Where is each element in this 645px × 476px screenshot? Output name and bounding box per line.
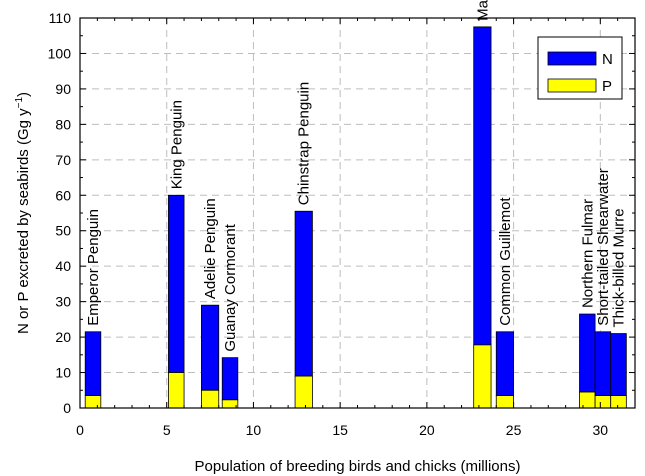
x-tick-label: 0 — [76, 422, 84, 438]
x-tick-label: 10 — [246, 422, 262, 438]
bars — [84, 26, 627, 409]
bar-n-segment — [168, 194, 185, 373]
bar-label: Thick-billed Murre — [611, 208, 628, 327]
bar-p-segment — [168, 372, 185, 409]
x-tick-label: 15 — [332, 422, 348, 438]
y-tick-label: 80 — [55, 116, 71, 132]
y-tick-label: 90 — [55, 81, 71, 97]
legend: N P — [537, 36, 623, 100]
bar-label: Emperor Penguin — [85, 209, 102, 326]
bar-p-segment — [495, 395, 514, 409]
y-tick-label: 10 — [55, 365, 71, 381]
axis-ticks: 0 5 10 15 20 25 30 0 10 20 30 40 50 60 70 80 90 100 110 — [48, 10, 635, 438]
bar-p-segment — [201, 389, 220, 409]
y-tick-label: 30 — [55, 294, 71, 310]
bar-n-segment — [201, 304, 220, 391]
y-tick-label: 40 — [55, 258, 71, 274]
bar-labels: Emperor Penguin King Penguin Adelie Pengui… — [85, 0, 628, 352]
bar-label: Macaroni Penguin — [474, 0, 491, 21]
bar-p-segment — [594, 395, 612, 409]
x-tick-label: 25 — [506, 422, 522, 438]
bar-p-segment — [579, 391, 596, 409]
y-axis-title-superscript: −1 — [14, 97, 25, 109]
bar-label: Adelie Penguin — [202, 198, 219, 299]
bar-n-segment — [84, 331, 102, 396]
x-tick-label: 20 — [419, 422, 435, 438]
bar-p-segment — [84, 395, 102, 409]
legend-label-n: N — [602, 51, 613, 68]
y-tick-label: 20 — [55, 329, 71, 345]
bar-n-segment — [610, 333, 627, 396]
bar-p-segment — [610, 395, 627, 409]
y-tick-label: 0 — [63, 400, 71, 416]
bar-n-segment — [221, 357, 239, 401]
y-axis-title-main: N or P excreted by seabirds (Gg y — [15, 108, 32, 334]
y-tick-label: 100 — [48, 45, 72, 61]
legend-swatch-p — [547, 78, 597, 93]
legend-swatch-n — [547, 51, 597, 66]
bar-label: Guanay Cormorant — [222, 223, 239, 351]
y-tick-label: 50 — [55, 223, 71, 239]
y-tick-label: 60 — [55, 187, 71, 203]
bar-n-segment — [594, 331, 612, 396]
bar-n-segment — [495, 331, 514, 396]
x-axis-title: Population of breeding birds and chicks … — [194, 458, 520, 475]
bar-n-segment — [473, 26, 492, 346]
bar-label: Northern Fulmar — [579, 199, 596, 308]
bar-n-segment — [579, 313, 596, 393]
bar-p-segment — [294, 375, 313, 409]
x-tick-label: 30 — [593, 422, 609, 438]
bar-p-segment — [473, 344, 492, 409]
bar-label: King Penguin — [168, 100, 185, 189]
bar-label: Chinstrap Penguin — [296, 82, 313, 205]
x-tick-label: 5 — [163, 422, 171, 438]
y-tick-label: 110 — [49, 10, 72, 26]
bar-n-segment — [294, 210, 313, 377]
bar-label: Short-tailed Shearwater — [595, 168, 612, 326]
bar-p-segment — [221, 399, 239, 409]
y-tick-label: 70 — [55, 152, 71, 168]
y-axis-title-close: ) — [15, 92, 32, 97]
y-axis-title: N or P excreted by seabirds (Gg y−1) — [14, 92, 32, 334]
bar-label: Common Guillemot — [497, 197, 514, 326]
legend-label-p: P — [602, 78, 612, 95]
